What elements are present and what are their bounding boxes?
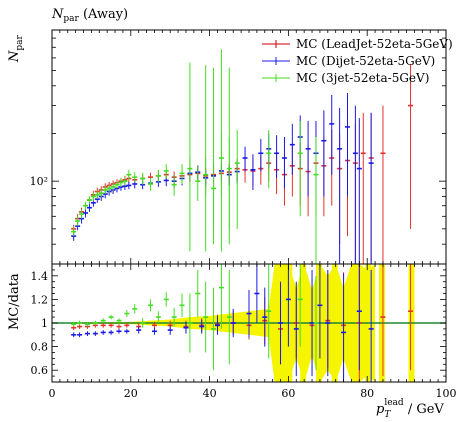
ratio-y-axis-label: MC/data — [7, 273, 22, 330]
ratio-y-tick-label: 1 — [41, 317, 48, 330]
ratio-y-tick-label: 1.4 — [31, 270, 49, 283]
x-tick-label: 40 — [203, 387, 217, 400]
ratio-series-2 — [71, 264, 319, 371]
x-tick-label: 0 — [49, 387, 56, 400]
x-tick-label: 100 — [436, 387, 457, 400]
main-series-1 — [71, 93, 374, 264]
legend-label: MC (Dijet-52eta-5GeV) — [296, 54, 435, 68]
ratio-plot-panel: 0 20 40 60 80 100 0.6 0.8 1 1.2 1.4 — [31, 263, 457, 400]
ratio-y-tick-label: 1.2 — [31, 293, 49, 306]
ratio-series-1 — [71, 264, 374, 382]
legend-label: MC (LeadJet-52eta-5GeV) — [296, 37, 453, 51]
x-axis-label: pTlead / GeV — [376, 398, 444, 420]
main-series-2 — [71, 120, 319, 264]
main-series-0 — [71, 63, 414, 264]
main-y-axis-label: Npar — [7, 34, 25, 63]
x-tick-label: 60 — [281, 387, 295, 400]
x-tick-label: 20 — [124, 387, 138, 400]
legend-label: MC (3jet-52eta-5GeV) — [296, 71, 429, 85]
main-y-tick-label: 10² — [30, 175, 48, 188]
ratio-y-tick-label: 0.6 — [31, 364, 49, 377]
legend: MC (LeadJet-52eta-5GeV) MC (Dijet-52eta-5… — [262, 37, 453, 85]
plot-title: Npar (Away) — [51, 7, 128, 24]
main-plot-panel: 10² — [30, 29, 447, 265]
ratio-y-tick-label: 0.8 — [31, 341, 49, 354]
x-tick-label: 80 — [360, 387, 374, 400]
